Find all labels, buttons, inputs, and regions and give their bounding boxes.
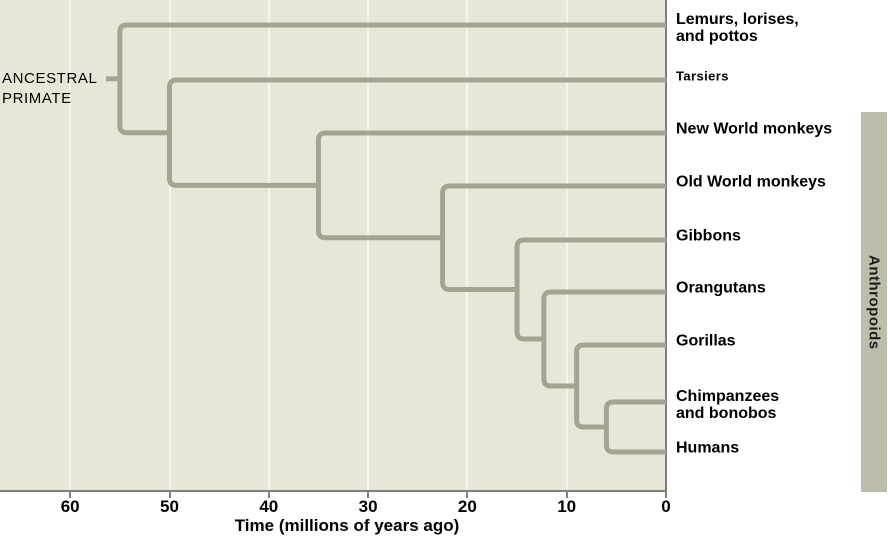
axis-tick-label: 10 (557, 497, 577, 516)
taxon-label: Gibbons (676, 227, 741, 245)
taxon-label: Lemurs, lorises, and pottos (676, 11, 799, 45)
axis-tick-label: 50 (160, 497, 179, 516)
axis-tick-mark (466, 492, 469, 498)
gridline (69, 0, 72, 490)
axis-tick-mark (367, 492, 370, 498)
taxon-label: Orangutans (676, 279, 766, 297)
taxon-label: New World monkeys (676, 120, 833, 138)
axis-tick-mark (168, 492, 171, 498)
gridline (267, 0, 270, 490)
axis-tick-label: 0 (661, 497, 671, 516)
taxon-label: Gorillas (676, 332, 736, 350)
gridline (367, 0, 370, 490)
time-axis-title: Time (millions of years ago) (234, 516, 460, 535)
taxon-label: Humans (676, 439, 740, 457)
gridline (466, 0, 469, 490)
axis-tick-label: 40 (259, 497, 279, 516)
taxon-label: Tarsiers (676, 68, 729, 84)
anthropoids-clade-bar: Anthropoids (861, 112, 887, 492)
taxon-label: Chimpanzees and bonobos (676, 388, 780, 422)
gridline (168, 0, 171, 490)
ancestral-primate-label: ANCESTRAL PRIMATE (2, 70, 98, 107)
axis-tick-mark (565, 492, 568, 498)
axis-tick-label: 60 (60, 497, 80, 516)
axis-tick-mark (69, 492, 72, 498)
axis-tick-label: 30 (358, 497, 378, 516)
plot-area (0, 0, 667, 492)
axis-tick-mark (267, 492, 270, 498)
axis-tick-label: 20 (457, 497, 477, 516)
axis-tick-mark (665, 492, 667, 498)
gridline (565, 0, 568, 490)
anthropoids-label: Anthropoids (865, 254, 883, 350)
taxon-label: Old World monkeys (676, 173, 826, 191)
